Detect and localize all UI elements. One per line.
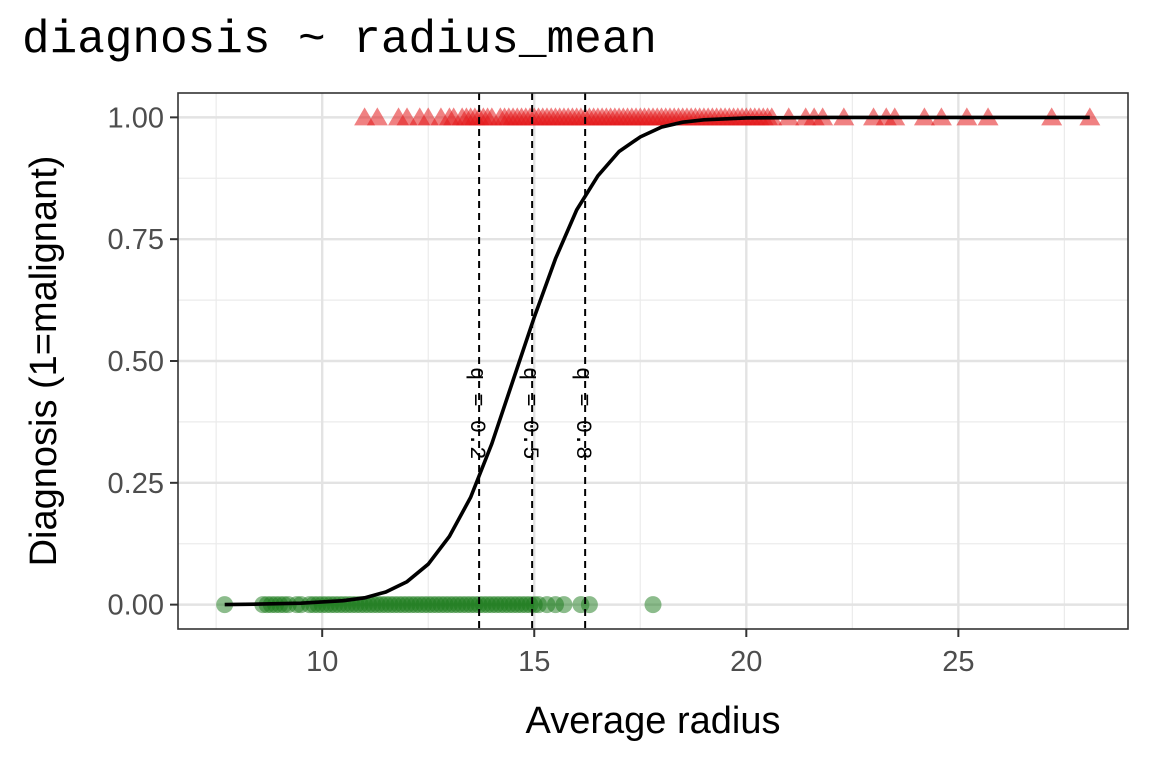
benign-points <box>216 596 662 614</box>
quantile-label: q = 0.5 <box>517 367 542 459</box>
quantile-lines: q = 0.2 q = 0.5 q = 0.8 <box>464 93 595 629</box>
grid-major <box>178 93 1128 629</box>
malignant-point <box>1079 107 1101 126</box>
x-tick-label: 10 <box>306 646 338 678</box>
x-axis: 10 15 20 25 <box>306 629 974 678</box>
quantile-label: q = 0.8 <box>570 367 595 459</box>
y-tick-label: 1.00 <box>108 102 164 134</box>
y-tick-label: 0.00 <box>108 590 164 622</box>
x-axis-label: Average radius <box>526 700 781 742</box>
benign-point <box>644 596 662 614</box>
grid-minor <box>178 93 1128 629</box>
y-tick-label: 0.75 <box>108 224 164 256</box>
benign-point <box>216 596 234 614</box>
x-tick-label: 15 <box>518 646 550 678</box>
quantile-label: q = 0.2 <box>464 367 489 459</box>
y-tick-label: 0.25 <box>108 468 164 500</box>
y-axis-label: Diagnosis (1=malignant) <box>23 156 65 567</box>
chart-title: diagnosis ~ radius_mean <box>22 14 657 66</box>
y-tick-label: 0.50 <box>108 346 164 378</box>
x-tick-label: 25 <box>942 646 974 678</box>
malignant-point <box>366 107 388 126</box>
y-axis: 0.00 0.25 0.50 0.75 1.00 <box>108 102 178 622</box>
logistic-curve <box>224 115 1090 607</box>
benign-point <box>580 596 598 614</box>
x-tick-label: 20 <box>730 646 762 678</box>
benign-point <box>555 596 573 614</box>
